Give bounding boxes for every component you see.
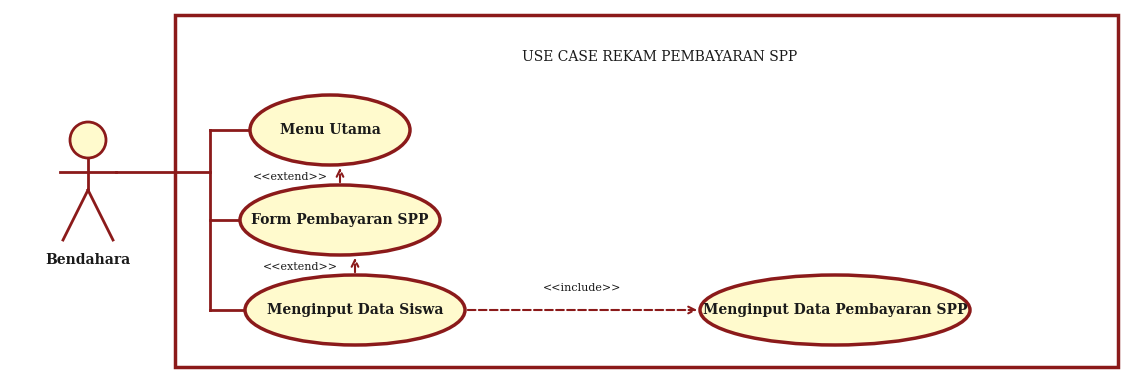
Ellipse shape	[240, 185, 440, 255]
Text: <<extend>>: <<extend>>	[253, 172, 328, 182]
Text: Menu Utama: Menu Utama	[280, 123, 380, 137]
Ellipse shape	[700, 275, 970, 345]
Circle shape	[71, 122, 106, 158]
Text: <<extend>>: <<extend>>	[263, 262, 338, 272]
Text: USE CASE REKAM PEMBAYARAN SPP: USE CASE REKAM PEMBAYARAN SPP	[522, 50, 798, 64]
Bar	[175, 15, 1118, 367]
Text: Menginput Data Siswa: Menginput Data Siswa	[266, 303, 443, 317]
Text: Bendahara: Bendahara	[46, 253, 131, 267]
Ellipse shape	[245, 275, 465, 345]
Text: Form Pembayaran SPP: Form Pembayaran SPP	[251, 213, 429, 227]
Text: <<include>>: <<include>>	[543, 283, 621, 293]
Ellipse shape	[250, 95, 410, 165]
Text: Menginput Data Pembayaran SPP: Menginput Data Pembayaran SPP	[703, 303, 967, 317]
